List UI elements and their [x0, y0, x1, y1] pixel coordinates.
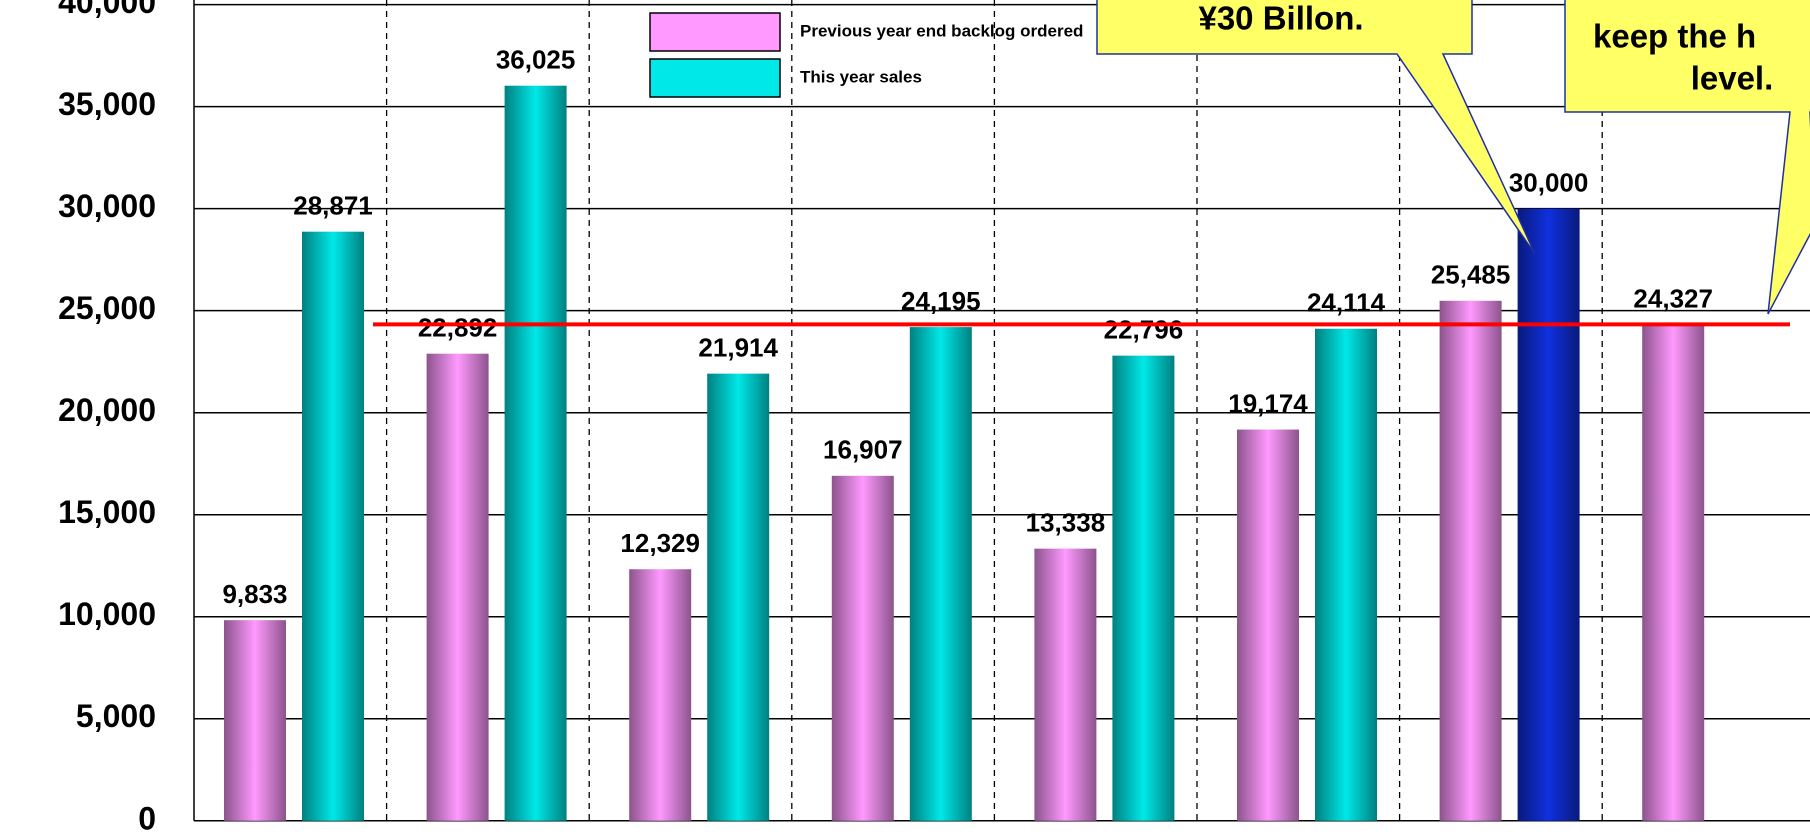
bar — [504, 85, 567, 821]
value-label: 9,833 — [222, 579, 287, 609]
y-tick-label: 20,000 — [58, 392, 156, 428]
callout — [1096, 0, 1536, 255]
bar — [1439, 300, 1502, 821]
legend-label: This year sales — [800, 67, 922, 86]
annotation: keep the h — [1593, 18, 1756, 55]
value-label: 13,338 — [1026, 508, 1106, 538]
bar — [707, 373, 770, 821]
bar — [1112, 355, 1175, 821]
legend-swatch — [649, 58, 781, 98]
callout — [1564, 0, 1810, 315]
bar — [629, 569, 692, 821]
bar — [1315, 328, 1377, 821]
y-tick-label: 40,000 — [58, 0, 156, 20]
value-label: 22,892 — [418, 313, 498, 343]
value-label: 25,485 — [1431, 260, 1511, 290]
bar — [1517, 208, 1580, 821]
y-tick-label: 35,000 — [58, 86, 156, 122]
y-tick-label: 25,000 — [58, 290, 156, 326]
value-label: 12,329 — [620, 528, 700, 558]
bar — [909, 327, 972, 821]
annotation: ¥30 Billon. — [1198, 0, 1363, 37]
y-tick-label: 5,000 — [76, 698, 156, 734]
y-tick-label: 15,000 — [58, 494, 156, 530]
value-label: 24,195 — [901, 286, 981, 316]
bar — [831, 475, 894, 821]
value-label: 24,114 — [1307, 288, 1386, 318]
value-label: 16,907 — [823, 435, 903, 465]
value-label: 30,000 — [1509, 168, 1589, 198]
legend-swatch — [649, 12, 781, 52]
bar — [1034, 548, 1097, 821]
value-label: 22,796 — [1104, 315, 1184, 345]
bar — [302, 231, 364, 821]
bar — [224, 620, 286, 821]
y-tick-label: 10,000 — [58, 596, 156, 632]
value-label: 19,174 — [1228, 388, 1308, 418]
value-label: 24,327 — [1633, 283, 1713, 313]
legend-label: Previous year end backlog ordered — [800, 21, 1083, 40]
annotation: level. — [1691, 60, 1774, 97]
value-label: 28,871 — [293, 191, 373, 221]
bar — [1642, 324, 1705, 821]
y-tick-label: 0 — [138, 800, 156, 836]
bar — [426, 353, 489, 821]
y-tick-label: 30,000 — [58, 188, 156, 224]
bar — [1237, 429, 1299, 821]
value-label: 21,914 — [698, 333, 778, 363]
value-label: 36,025 — [496, 45, 576, 75]
